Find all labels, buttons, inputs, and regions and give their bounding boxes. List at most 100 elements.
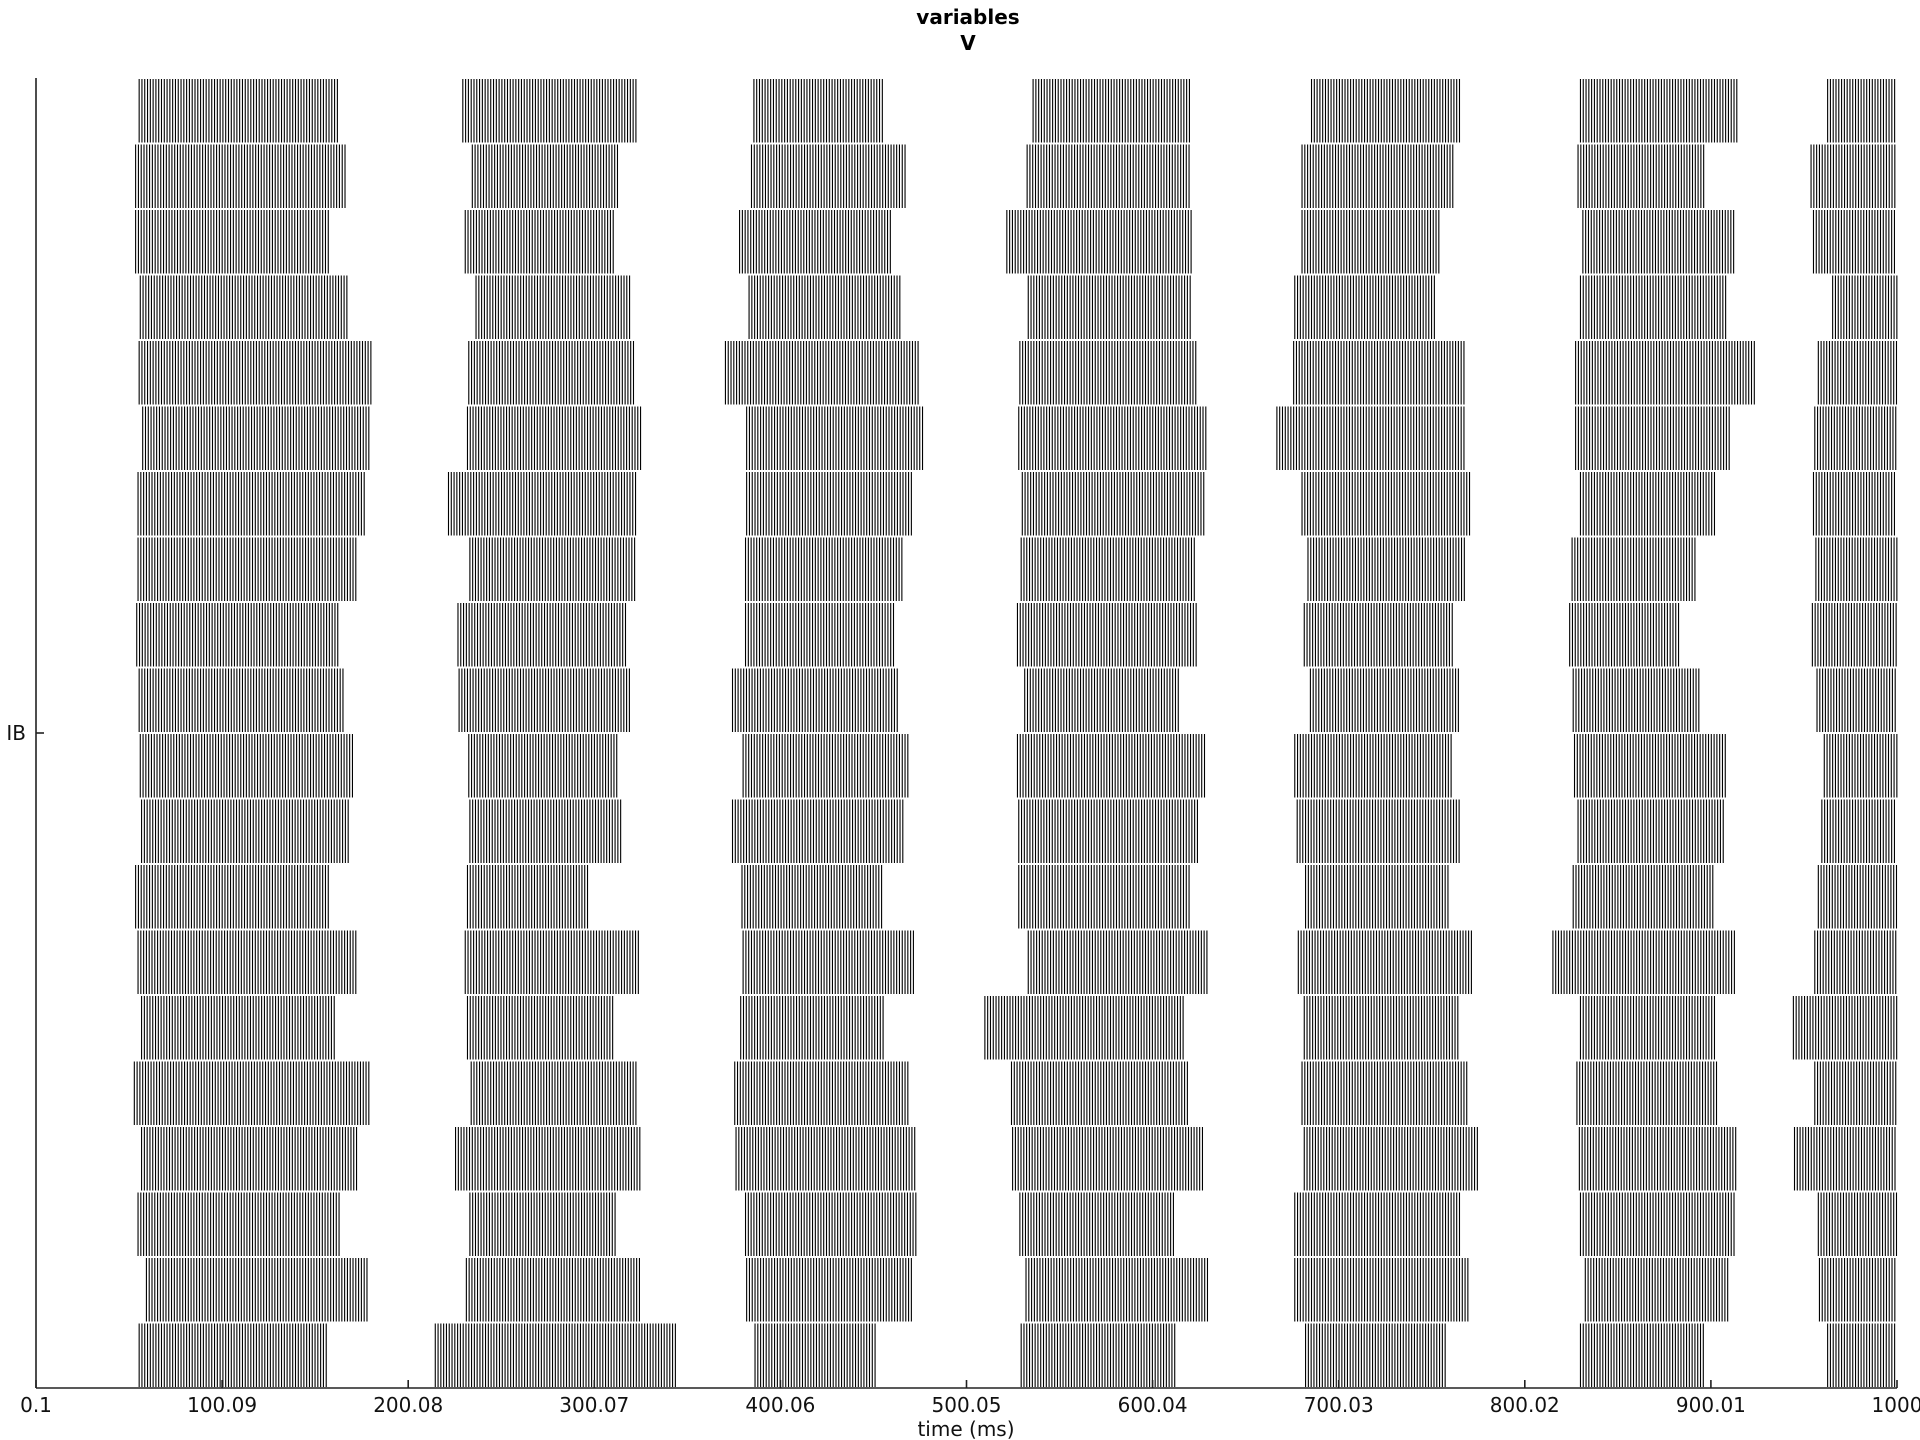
- spike: [494, 865, 496, 929]
- spike: [215, 472, 217, 536]
- spike: [1026, 799, 1028, 863]
- spike: [1188, 865, 1190, 929]
- spike: [1823, 734, 1825, 798]
- spike: [1697, 144, 1699, 208]
- spike: [570, 668, 572, 732]
- spike: [1184, 275, 1186, 339]
- spike: [865, 79, 867, 143]
- spike: [522, 537, 524, 601]
- spike: [1319, 275, 1321, 339]
- spike: [611, 537, 613, 601]
- spike: [1071, 865, 1073, 929]
- spike: [568, 734, 570, 798]
- spike: [876, 144, 878, 208]
- spike: [1179, 537, 1181, 601]
- spike: [569, 537, 571, 601]
- spike: [322, 799, 324, 863]
- spike: [1160, 79, 1163, 143]
- spike: [1577, 406, 1579, 470]
- spike: [1112, 537, 1114, 601]
- spike: [266, 799, 268, 863]
- spike: [1345, 603, 1347, 667]
- spike: [1419, 537, 1421, 601]
- spike: [1322, 79, 1324, 143]
- spike: [1332, 799, 1335, 863]
- spike: [1105, 79, 1107, 143]
- spike: [1172, 668, 1174, 732]
- spike: [291, 799, 293, 863]
- spike: [489, 406, 491, 470]
- spike: [530, 799, 532, 863]
- spike: [764, 210, 766, 274]
- spike: [1439, 799, 1441, 863]
- spike: [1366, 275, 1368, 339]
- spike: [1610, 799, 1613, 863]
- spike: [1326, 537, 1329, 601]
- spike: [468, 341, 470, 405]
- spike: [1096, 799, 1098, 863]
- spike: [304, 406, 306, 470]
- spike: [1374, 144, 1376, 208]
- spike: [226, 275, 228, 339]
- spike: [1711, 79, 1713, 143]
- spike: [1638, 734, 1640, 798]
- spike: [241, 668, 244, 732]
- spike: [626, 275, 628, 339]
- spike: [854, 668, 856, 732]
- spike: [1602, 799, 1604, 863]
- spike: [1843, 537, 1845, 601]
- spike: [1130, 341, 1133, 405]
- spike: [513, 603, 515, 667]
- spike: [870, 734, 873, 798]
- spike: [599, 603, 601, 667]
- spike: [806, 79, 808, 143]
- spike: [261, 79, 263, 143]
- spike: [344, 472, 346, 536]
- spike: [478, 865, 480, 929]
- spike: [754, 668, 756, 732]
- spike: [1829, 210, 1831, 274]
- spike: [1895, 603, 1897, 667]
- spike: [1334, 603, 1336, 667]
- spike: [545, 406, 547, 470]
- spike: [1630, 144, 1632, 208]
- spike: [1190, 537, 1193, 601]
- spike: [1880, 668, 1882, 732]
- spike: [505, 799, 507, 863]
- spike: [277, 865, 279, 929]
- spike: [469, 668, 471, 732]
- spike: [1072, 341, 1074, 405]
- spike: [1593, 275, 1595, 339]
- spike: [1040, 799, 1042, 863]
- spike: [1649, 734, 1651, 798]
- spike: [1132, 406, 1134, 470]
- spike: [1383, 734, 1385, 798]
- spike: [188, 79, 190, 143]
- spike: [536, 537, 538, 601]
- spike: [1121, 144, 1123, 208]
- spike: [753, 603, 755, 667]
- spike: [1095, 210, 1097, 274]
- spike: [794, 210, 796, 274]
- spike: [1597, 341, 1599, 405]
- spike: [1129, 799, 1131, 863]
- spike: [777, 865, 779, 929]
- spike: [1874, 79, 1876, 143]
- spike: [263, 537, 265, 601]
- spike: [231, 603, 233, 667]
- spike: [282, 472, 284, 536]
- spike: [1840, 275, 1842, 339]
- spike: [306, 603, 308, 667]
- spike: [310, 210, 313, 274]
- spike: [1607, 275, 1609, 339]
- spike: [1877, 472, 1879, 536]
- spike: [1096, 79, 1098, 143]
- spike: [303, 341, 305, 405]
- spike: [1591, 144, 1593, 208]
- spike: [140, 537, 142, 601]
- spike: [1896, 537, 1898, 601]
- spike: [1295, 341, 1297, 405]
- spike: [190, 144, 193, 208]
- spike: [551, 79, 553, 143]
- spike: [748, 472, 750, 536]
